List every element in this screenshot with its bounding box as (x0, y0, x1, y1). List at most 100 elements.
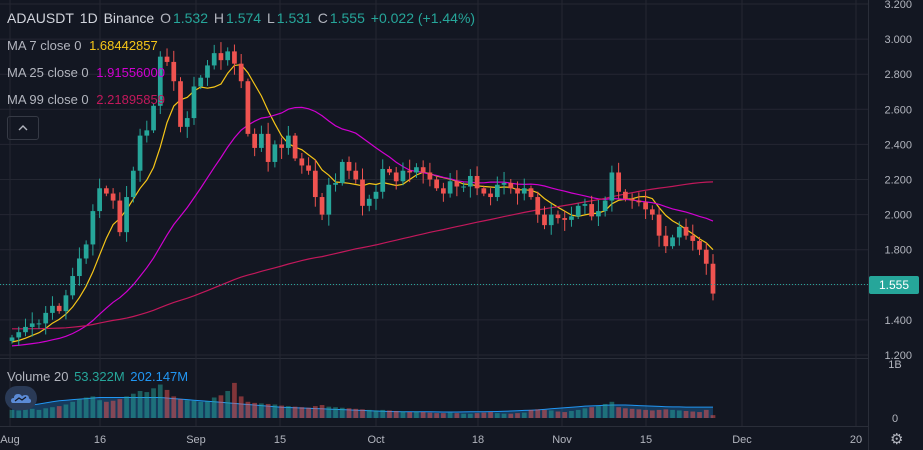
gear-icon[interactable]: ⚙ (890, 431, 904, 448)
ma7-label: MA 7 close 0 (7, 38, 82, 53)
candle-body (144, 130, 150, 136)
volume-bar (623, 408, 628, 418)
volume-tick-label: 1B (888, 359, 901, 371)
volume-bar (63, 404, 69, 418)
volume-bar (97, 400, 102, 418)
volume-bar (171, 396, 177, 418)
volume-bar (157, 384, 163, 418)
candle-body (279, 144, 284, 148)
candle-body (649, 209, 655, 215)
close-value: 1.555 (329, 10, 365, 26)
change-value: +0.022 (+1.44%) (370, 10, 476, 26)
volume-bar (454, 413, 460, 418)
volume-bar (616, 407, 621, 418)
candle-body (515, 188, 520, 194)
candle-body (232, 51, 237, 64)
high-value: 1.574 (226, 10, 262, 26)
volume-bar (29, 408, 35, 418)
ma99-legend[interactable]: MA 99 close 0 2.21895859 (7, 92, 169, 107)
volume-bar (387, 410, 392, 418)
candle-body (157, 56, 163, 106)
candle-body (265, 133, 271, 162)
ma7-legend[interactable]: MA 7 close 0 1.68442857 (7, 38, 162, 53)
collapse-legend-button[interactable] (7, 116, 39, 140)
y-tick-label: 2.600 (884, 104, 912, 116)
volume-bar (50, 407, 55, 418)
x-tick-label: 15 (640, 434, 652, 446)
volume-bar (164, 389, 170, 418)
chevron-up-icon (18, 125, 28, 131)
volume-bar (488, 412, 493, 418)
volume-bar (117, 399, 123, 418)
x-tick-label: Aug (0, 434, 20, 446)
volume-bar (670, 409, 675, 418)
candle-body (474, 175, 480, 189)
tradingview-cloud-icon[interactable] (5, 386, 37, 410)
volume-bar (151, 388, 156, 418)
candle-body (488, 193, 493, 198)
candle-body (252, 133, 258, 148)
volume-bar (596, 406, 601, 418)
volume-bar (697, 412, 702, 418)
candle-body (124, 197, 129, 233)
candle-body (29, 323, 35, 327)
candle-body (562, 218, 568, 220)
candle-body (441, 188, 446, 194)
candle-body (218, 53, 224, 61)
candle-body (629, 198, 635, 201)
volume-bar (245, 401, 251, 418)
ma25-line (11, 106, 714, 347)
low-label: L (266, 10, 275, 26)
x-tick-label: Oct (367, 434, 384, 446)
ma25-legend[interactable]: MA 25 close 0 1.91556000 (7, 65, 169, 80)
candle-body (205, 65, 210, 78)
candle-body (259, 133, 264, 148)
volume-bar (528, 409, 534, 418)
price-axis[interactable]: 3.200 3.000 2.800 2.600 2.400 2.200 2.000 1.800… (884, 0, 912, 425)
candle-body (50, 305, 55, 313)
volume-bar (56, 406, 62, 418)
volume-bar (232, 382, 237, 418)
volume-bar (272, 404, 278, 418)
volume-bar (191, 400, 197, 418)
volume-legend[interactable]: Volume 20 53.322M 202.147M (7, 369, 190, 384)
volume-bar (427, 412, 433, 418)
volume-tick-label: 0 (892, 413, 898, 425)
time-axis[interactable]: Aug 16 Sep 15 Oct 18 Nov 15 Dec 20 (0, 434, 862, 446)
candle-body (528, 188, 534, 198)
candle-body (690, 235, 696, 241)
y-tick-label: 2.000 (884, 210, 912, 222)
y-tick-label: 1.200 (884, 350, 912, 362)
volume-bar (319, 405, 325, 418)
candle-body (420, 167, 426, 173)
volume-bar (474, 413, 480, 418)
symbol-name[interactable]: ADAUSDT (7, 10, 74, 26)
volume-bar (562, 412, 568, 418)
candle-body (508, 183, 514, 189)
candle-body (407, 170, 413, 173)
candle-body (481, 188, 487, 194)
candle-body (703, 249, 709, 264)
candle-body (616, 172, 621, 192)
candle-body (171, 61, 177, 82)
candle-body (292, 135, 298, 159)
volume-bar (70, 401, 76, 418)
candle-body (137, 135, 143, 171)
symbol-interval[interactable]: 1D (79, 10, 98, 26)
ma99-label: MA 99 close 0 (7, 92, 89, 107)
candle-body (191, 86, 197, 119)
high-label: H (213, 10, 225, 26)
candle-body (589, 204, 595, 217)
candle-body (198, 77, 204, 87)
candle-body (710, 263, 716, 294)
candle-body (434, 179, 440, 189)
x-tick-label: 18 (472, 434, 484, 446)
symbol-header: ADAUSDT 1D Binance O 1.532 H 1.574 L 1.531 … (7, 10, 477, 26)
volume-bar (575, 409, 581, 418)
y-tick-label: 2.200 (884, 175, 912, 187)
volume-bar (225, 391, 231, 418)
volume-bar (43, 408, 49, 418)
volume-bar (144, 392, 150, 418)
volume-bar (346, 408, 352, 418)
